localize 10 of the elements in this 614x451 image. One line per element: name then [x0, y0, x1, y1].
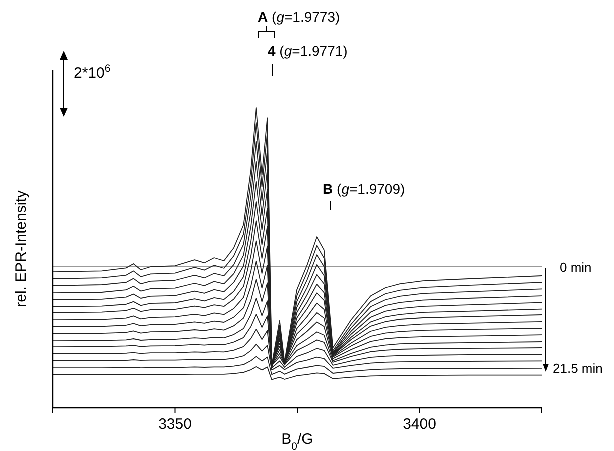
x-axis-title: B$_{0}$/G	[282, 431, 314, 451]
text: 2*10$^{6}$	[74, 63, 111, 82]
text: 21.5 min	[553, 361, 603, 376]
text: A (g=1.9773)	[258, 9, 340, 25]
text: 0 min	[560, 260, 592, 275]
x-tick-label: 3400	[403, 416, 436, 433]
y-axis-title: rel. EPR-Intensity	[13, 190, 30, 308]
annotation: B (g=1.9709)	[323, 181, 406, 197]
x-tick-label: 3350	[158, 416, 192, 433]
text: 4 (g=1.9771)	[268, 43, 348, 59]
